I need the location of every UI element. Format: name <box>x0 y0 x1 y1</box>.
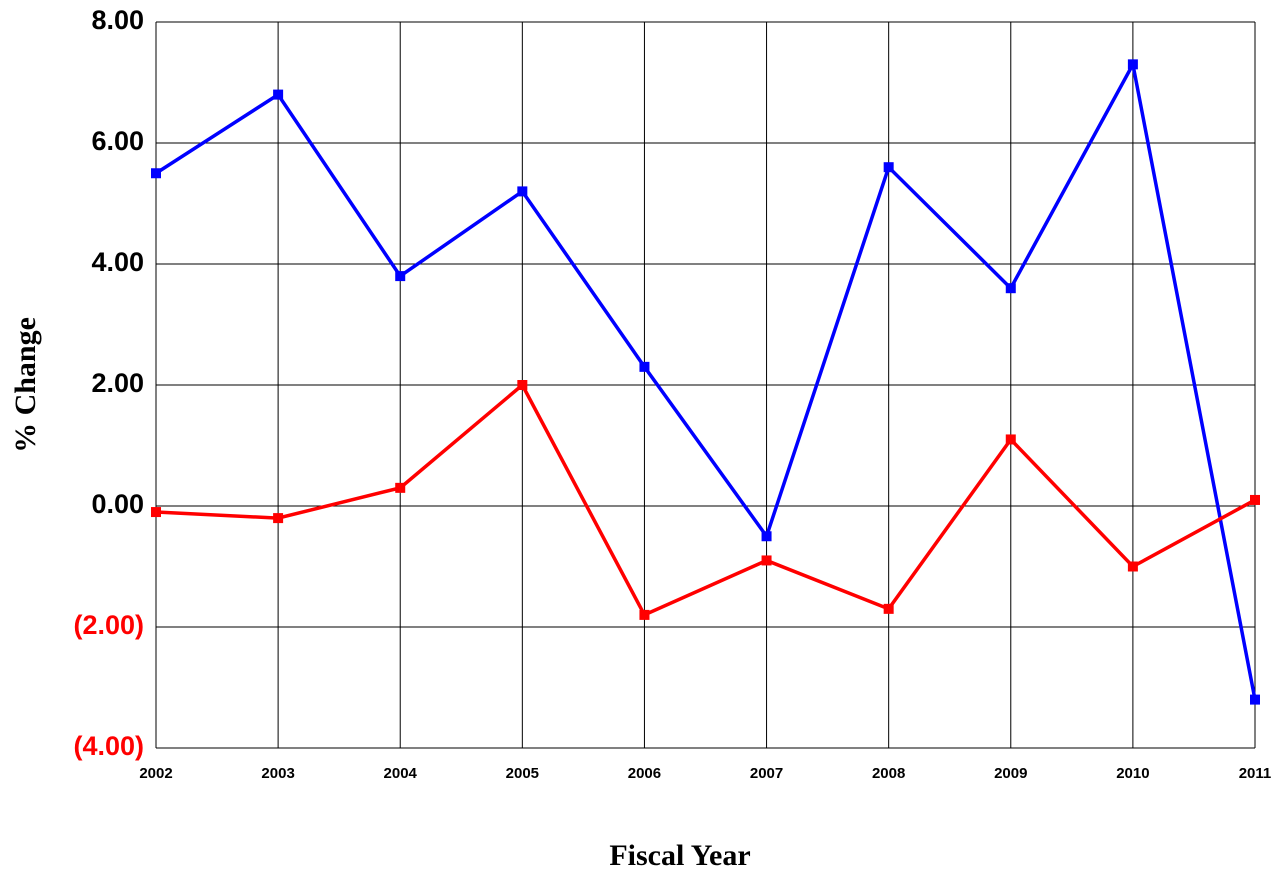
x-tick-label: 2007 <box>750 765 783 782</box>
y-axis-label: % Change <box>9 317 42 453</box>
point-marker <box>273 89 284 100</box>
point-marker <box>517 186 528 197</box>
point-marker <box>883 603 894 614</box>
y-tick-label: 0.00 <box>91 489 144 519</box>
point-marker <box>883 162 894 173</box>
x-tick-label: 2011 <box>1239 765 1272 782</box>
point-marker <box>1127 59 1138 70</box>
y-tick-label: 4.00 <box>91 247 144 277</box>
y-tick-label: 8.00 <box>91 5 144 35</box>
x-axis-label: Fiscal Year <box>609 839 750 872</box>
x-tick-label: 2003 <box>261 765 294 782</box>
point-marker <box>1250 494 1260 505</box>
point-marker <box>151 168 161 179</box>
x-tick-label: 2006 <box>628 765 661 782</box>
y-tick-label: (2.00) <box>73 610 144 640</box>
x-tick-label: 2010 <box>1116 765 1149 782</box>
point-marker <box>1127 561 1138 572</box>
point-marker <box>273 513 284 524</box>
point-marker <box>151 507 161 518</box>
y-tick-label: 6.00 <box>91 126 144 156</box>
point-marker <box>517 380 528 390</box>
point-marker <box>1005 283 1016 294</box>
point-marker <box>1250 694 1260 705</box>
x-tick-label: 2009 <box>994 765 1027 782</box>
series-line <box>155 382 1256 618</box>
point-marker <box>1005 434 1016 445</box>
x-tick-label: 2005 <box>506 765 539 782</box>
x-tick-label: 2002 <box>139 765 172 782</box>
point-marker <box>395 271 406 282</box>
y-tick-label: (4.00) <box>73 731 144 761</box>
x-tick-label: 2008 <box>872 765 905 782</box>
point-marker <box>761 555 772 566</box>
y-tick-label: 2.00 <box>91 368 144 398</box>
point-marker <box>639 361 650 372</box>
x-tick-label: 2004 <box>384 765 418 782</box>
point-marker <box>395 482 406 493</box>
point-marker <box>639 609 650 620</box>
series-line <box>155 59 1257 700</box>
point-marker <box>761 531 772 542</box>
